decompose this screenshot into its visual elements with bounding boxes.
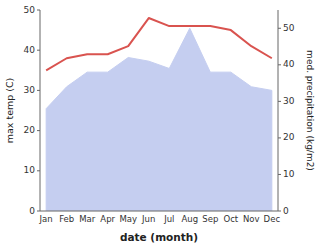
y2-tick <box>278 101 281 102</box>
y2-tick-label: 50 <box>283 23 295 33</box>
y-tick-label: 0 <box>29 206 35 216</box>
y-tick-label: 40 <box>24 45 36 55</box>
y-tick <box>37 10 40 11</box>
x-tick-label: Oct <box>223 214 238 224</box>
chart: 0 10 20 30 40 50 0 10 20 30 40 50 Jan Feb Mar Apr May Jun… <box>0 0 318 247</box>
axes: 0 10 20 30 40 50 0 10 20 30 40 50 Jan Feb Mar Apr May Jun… <box>24 5 295 225</box>
x-tick-label: Aug <box>181 214 198 224</box>
y-tick-label: 30 <box>24 85 36 95</box>
x-tick-label: Nov <box>243 214 260 224</box>
x-tick-label: Apr <box>100 214 115 224</box>
y-axis-label: max temp (C) <box>4 78 15 144</box>
x-tick-label: Sep <box>202 214 218 224</box>
x-tick-label: Jan <box>39 214 53 224</box>
y2-tick <box>278 64 281 65</box>
y-tick <box>37 50 40 51</box>
y-tick <box>37 170 40 171</box>
y-tick <box>37 211 40 212</box>
y2-tick <box>278 211 281 212</box>
y2-tick <box>278 137 281 138</box>
y-tick-label: 50 <box>24 5 36 15</box>
chart-container: 0 10 20 30 40 50 0 10 20 30 40 50 Jan Feb Mar Apr May Jun… <box>0 0 318 247</box>
temperature-line <box>46 18 272 70</box>
y2-tick-label: 10 <box>283 169 295 179</box>
y2-tick-label: 20 <box>283 132 295 142</box>
x-axis-label: date (month) <box>120 231 198 243</box>
y-tick-label: 20 <box>24 125 36 135</box>
x-tick-label: Jun <box>141 214 155 224</box>
x-tick-label: Mar <box>79 214 96 224</box>
plot-area <box>46 18 272 211</box>
y-axis-line <box>40 10 41 211</box>
y2-axis-label: med. precipitation (kg/m2) <box>305 50 315 171</box>
x-tick-label: May <box>119 214 137 224</box>
y2-tick-label: 30 <box>283 96 295 106</box>
y-tick-label: 10 <box>24 165 36 175</box>
y2-tick-label: 0 <box>283 206 289 216</box>
y2-axis-line <box>278 10 279 211</box>
x-axis-line <box>40 211 278 212</box>
x-tick-label: Jul <box>163 214 174 224</box>
y2-tick-label: 40 <box>283 59 295 69</box>
y-tick <box>37 130 40 131</box>
x-tick-label: Feb <box>59 214 74 224</box>
y2-tick <box>278 28 281 29</box>
x-tick-label: Dec <box>264 214 281 224</box>
y-tick <box>37 90 40 91</box>
y2-tick <box>278 174 281 175</box>
